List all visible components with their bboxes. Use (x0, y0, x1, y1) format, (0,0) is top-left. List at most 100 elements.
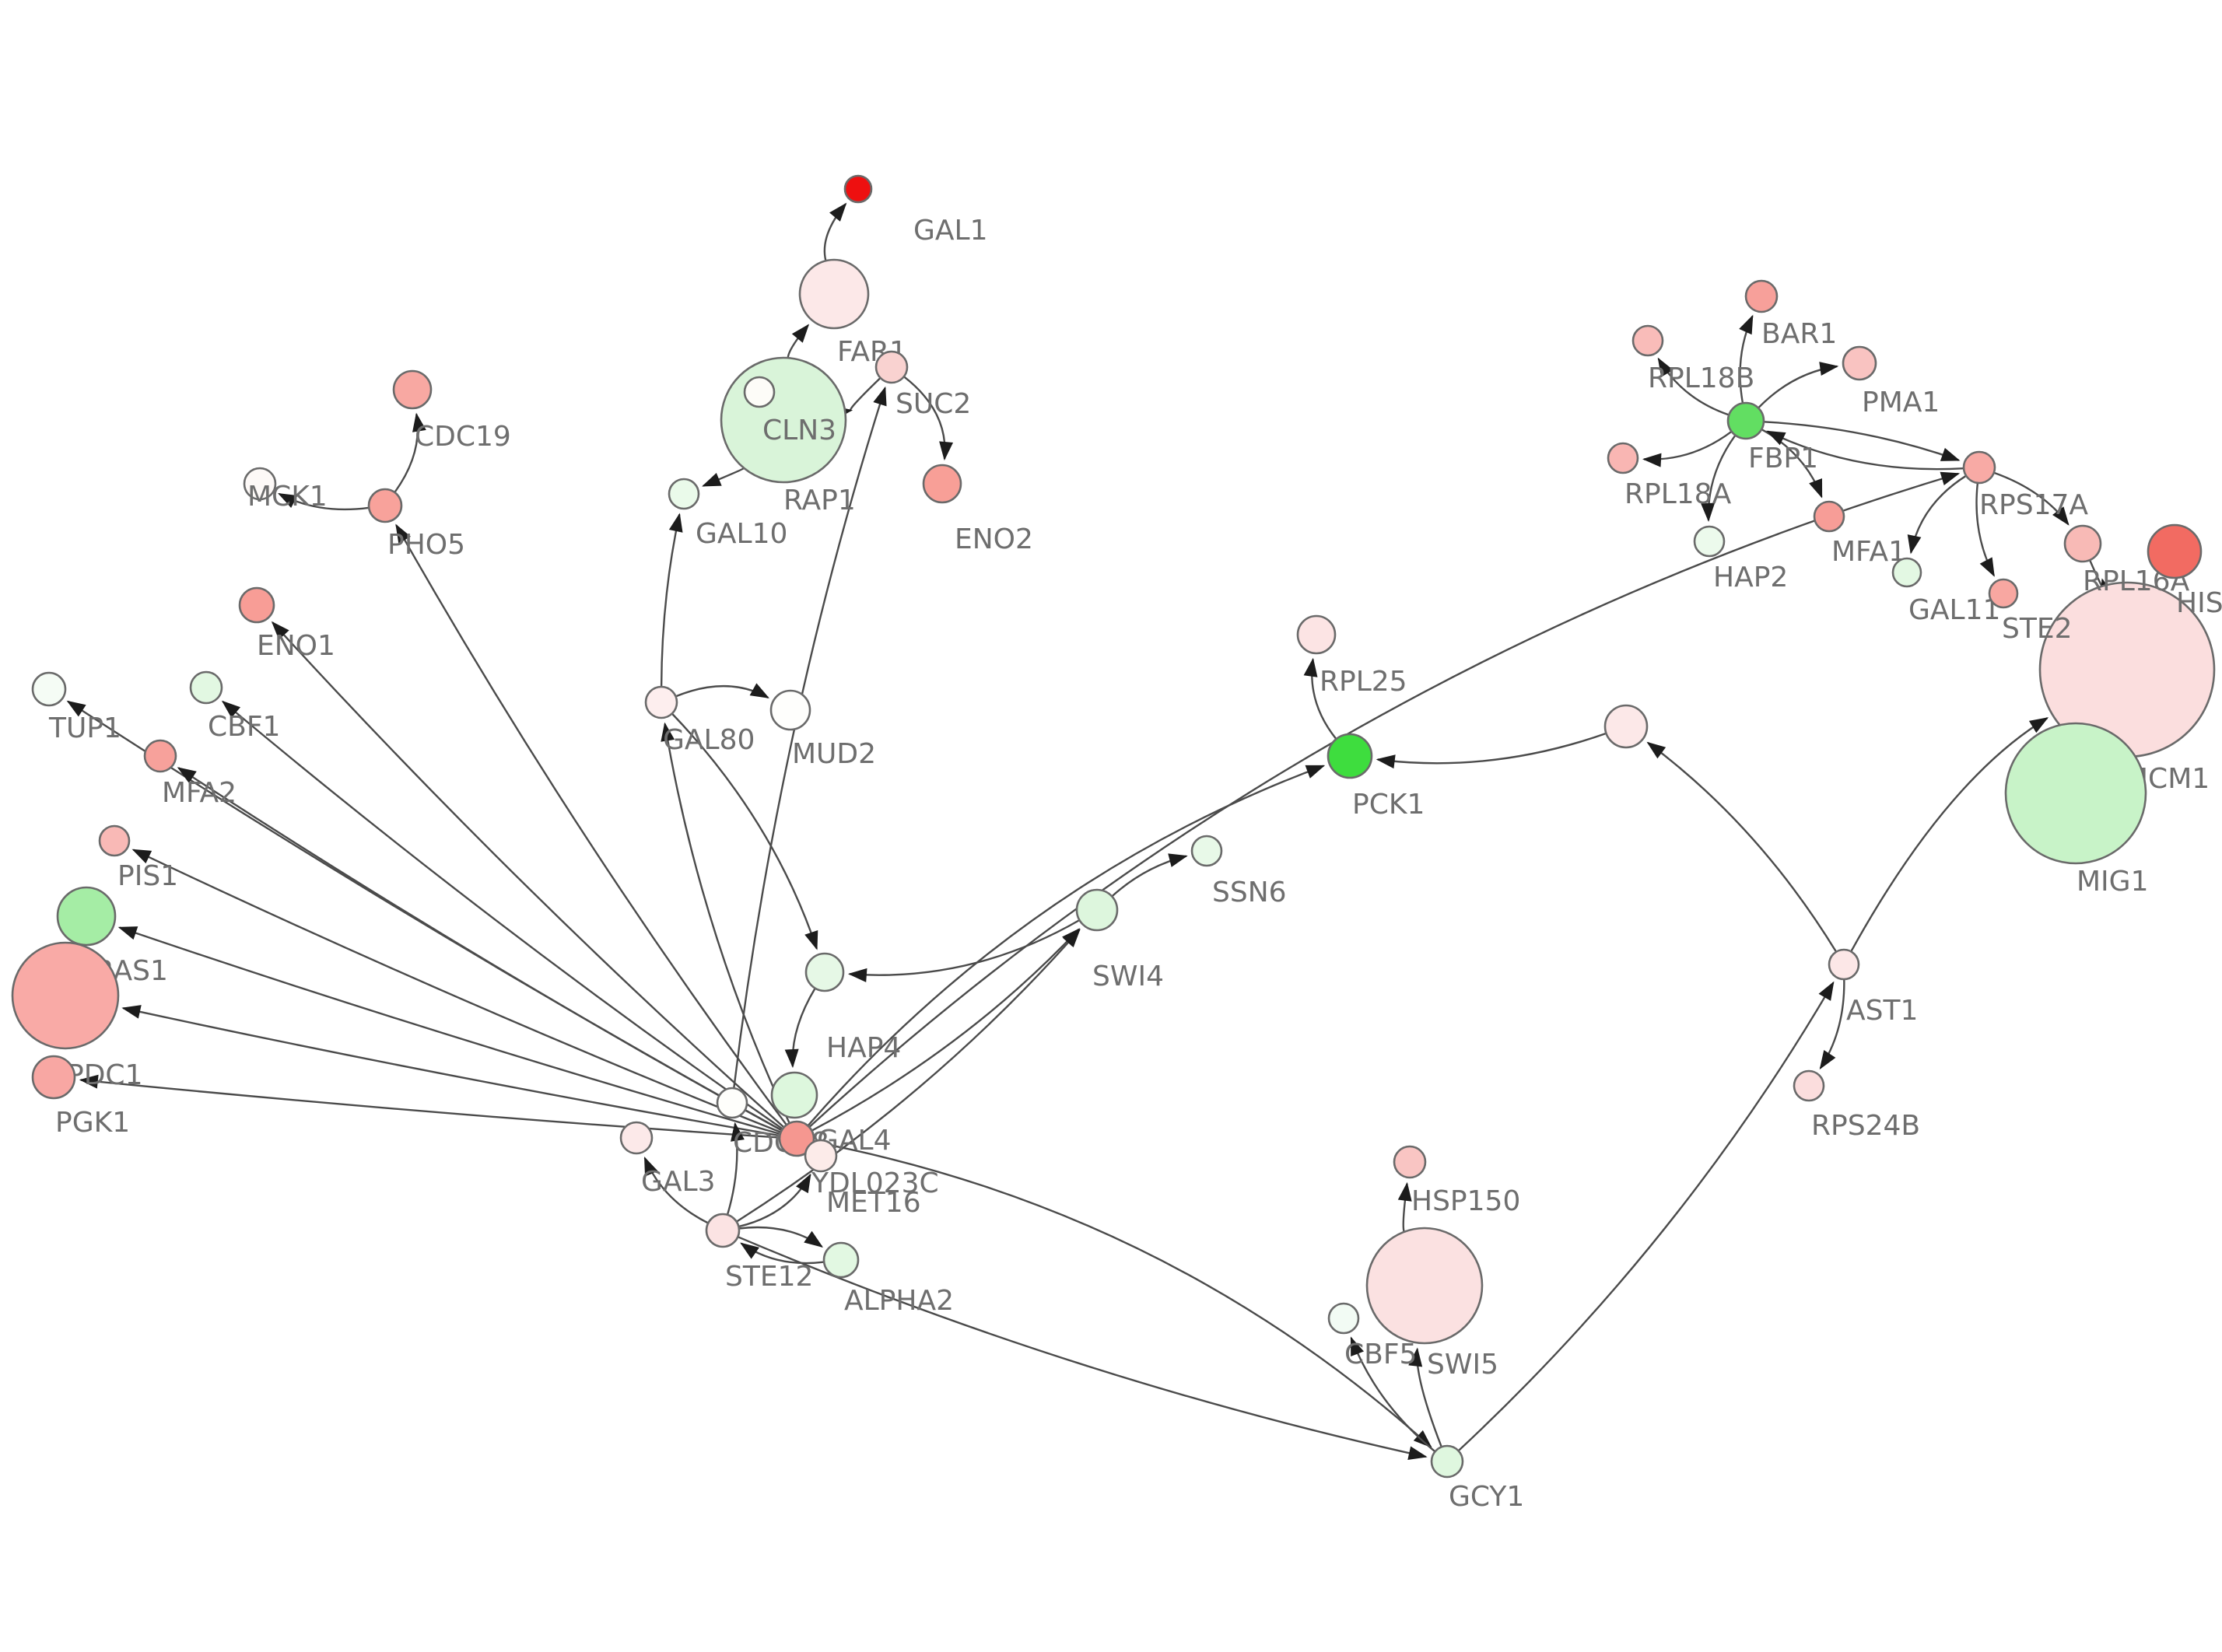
edge-SWI4-HAP4[interactable] (847, 919, 1081, 982)
node-ENO2[interactable] (922, 464, 962, 504)
edge-YDL023C-TUP1[interactable] (66, 700, 783, 1132)
edge-STE12-MET16[interactable] (738, 1173, 811, 1228)
edge-PHO5-CDC19[interactable] (394, 412, 426, 493)
node-RPL18B[interactable] (1631, 324, 1664, 357)
node-SWI4[interactable] (1075, 888, 1119, 932)
edge-YDL023C-PIS1[interactable] (131, 849, 782, 1133)
node-HAP4[interactable] (804, 952, 845, 992)
edge-SUC2-ENO2[interactable] (903, 376, 954, 461)
edge-RPS17A-FBP1[interactable] (1766, 430, 1964, 471)
edge-FBP1-HAP2[interactable] (1701, 434, 1737, 522)
edge-YDL023C-MFA2[interactable] (177, 767, 783, 1132)
edge-CLN3-GAL10[interactable] (702, 467, 745, 487)
edge-YDL023C-GAL80[interactable] (661, 722, 790, 1124)
node-BAR1[interactable] (1744, 279, 1779, 313)
node-FBP1[interactable] (1726, 401, 1765, 440)
node-MET16[interactable] (804, 1139, 838, 1173)
node-GAL80[interactable] (644, 685, 678, 719)
node-SWI5[interactable] (1365, 1227, 1484, 1345)
node-GCY1[interactable] (1430, 1444, 1464, 1479)
node-CBF1[interactable] (189, 670, 223, 705)
node-HAP2[interactable] (1693, 525, 1726, 558)
edge-GAL80-MUD2[interactable] (675, 683, 769, 698)
edge-NODE_X-PCK1[interactable] (1376, 732, 1607, 769)
edge-YDL023C-SWI4[interactable] (811, 928, 1081, 1132)
edge-YDL023C-PDC1[interactable] (121, 1005, 780, 1137)
edge-ALPHA2-STE12[interactable] (740, 1242, 825, 1265)
node-PCK1[interactable] (1327, 733, 1373, 779)
node-STE2[interactable] (1988, 578, 2019, 609)
edge-STE12-SWI4[interactable] (736, 928, 1081, 1223)
node-RAP1[interactable] (743, 376, 776, 408)
node-STE12[interactable] (705, 1213, 741, 1248)
edge-GCY1-AST1[interactable] (1457, 981, 1835, 1452)
edge-PCK1-RPL25[interactable] (1303, 657, 1337, 740)
node-PIS1[interactable] (98, 824, 131, 857)
node-RPL16A[interactable] (2063, 524, 2102, 563)
edge-YDL023C-PCK1[interactable] (807, 765, 1326, 1127)
edge-STE12-CDC28[interactable] (726, 1122, 745, 1216)
node-GAL1[interactable] (843, 174, 873, 204)
node-MCK1[interactable] (243, 467, 277, 501)
node-RAS1[interactable] (56, 886, 117, 947)
node-MFA1[interactable] (1813, 500, 1845, 533)
node-PMA1[interactable] (1842, 345, 1877, 381)
node-FAR1[interactable] (798, 258, 870, 330)
edge-RPS17A-STE2[interactable] (1975, 482, 1995, 577)
node-RPS24B[interactable] (1793, 1069, 1825, 1102)
edge-YDL023C-CBF1[interactable] (221, 700, 783, 1130)
edge-GCY1-SWI5[interactable] (1408, 1347, 1442, 1447)
edge-AST1-MCM1[interactable] (1850, 717, 2049, 952)
edge-GAL80-HAP4[interactable] (671, 712, 818, 950)
node-CBF5[interactable] (1327, 1302, 1360, 1335)
edge-YDL023C-GCY1[interactable] (813, 1140, 1432, 1448)
edge-YDL023C-ENO1[interactable] (271, 621, 785, 1129)
edge-FAR1-GAL1[interactable] (823, 202, 847, 261)
node-TUP1[interactable] (31, 671, 67, 707)
edge-GCY1-CBF5[interactable] (1350, 1336, 1436, 1453)
edge-SWI4-SSN6[interactable] (1111, 853, 1188, 898)
edge-FBP1-RPL18B[interactable] (1657, 357, 1730, 416)
node-MUD2[interactable] (769, 689, 811, 731)
node-GAL4[interactable] (770, 1071, 818, 1119)
node-GAL11[interactable] (1891, 557, 1922, 588)
edge-PHO5-MCK1[interactable] (278, 492, 370, 511)
edge-FBP1-RPL18A[interactable] (1642, 430, 1733, 467)
edge-FBP1-RPS17A[interactable] (1763, 421, 1961, 461)
node-PDC1[interactable] (11, 941, 120, 1050)
edge-YDL023C-PGK1[interactable] (79, 1074, 780, 1139)
edge-STE12-ALPHA2[interactable] (738, 1226, 824, 1248)
edge-YDL023C-RAS1[interactable] (117, 926, 781, 1136)
node-RPL25[interactable] (1296, 614, 1337, 655)
edge-STE12-GAL3[interactable] (643, 1156, 709, 1224)
node-AST1[interactable] (1828, 948, 1860, 981)
edge-YDL023C-PHO5[interactable] (395, 523, 787, 1126)
edge-RPS17A-RPL16A[interactable] (1993, 471, 2070, 526)
node-RPS17A[interactable] (1962, 450, 1996, 485)
edge-AST1-NODE_X[interactable] (1646, 741, 1838, 953)
node-PHO5[interactable] (367, 488, 403, 523)
edge-FBP1-PMA1[interactable] (1758, 362, 1839, 409)
edge-GAL80-GAL10[interactable] (660, 513, 683, 688)
node-HSP150[interactable] (1393, 1145, 1427, 1179)
node-CDC28[interactable] (716, 1087, 748, 1119)
edge-HAP4-GAL4[interactable] (784, 987, 816, 1069)
node-unlabeled[interactable] (1603, 704, 1649, 749)
edge-CDC28-SUC2[interactable] (733, 386, 887, 1089)
node-ENO1[interactable] (238, 586, 275, 624)
node-ALPHA2[interactable] (822, 1241, 860, 1279)
node-SUC2[interactable] (874, 350, 909, 384)
edge-SWI5-HSP150[interactable] (1397, 1181, 1412, 1233)
node-MFA2[interactable] (143, 739, 177, 773)
edge-FBP1-BAR1[interactable] (1739, 314, 1754, 404)
node-CDC19[interactable] (392, 369, 433, 410)
edge-AST1-RPS24B[interactable] (1819, 978, 1845, 1070)
edge-CLN3-FAR1[interactable] (787, 324, 810, 359)
edge-SUC2-CLN3[interactable] (833, 377, 881, 420)
edge-RPS17A-GAL11[interactable] (1907, 474, 1967, 555)
node-GAL10[interactable] (668, 478, 700, 510)
node-YDL023C[interactable] (778, 1120, 815, 1157)
node-GAL3[interactable] (619, 1121, 654, 1155)
node-SSN6[interactable] (1190, 835, 1223, 867)
